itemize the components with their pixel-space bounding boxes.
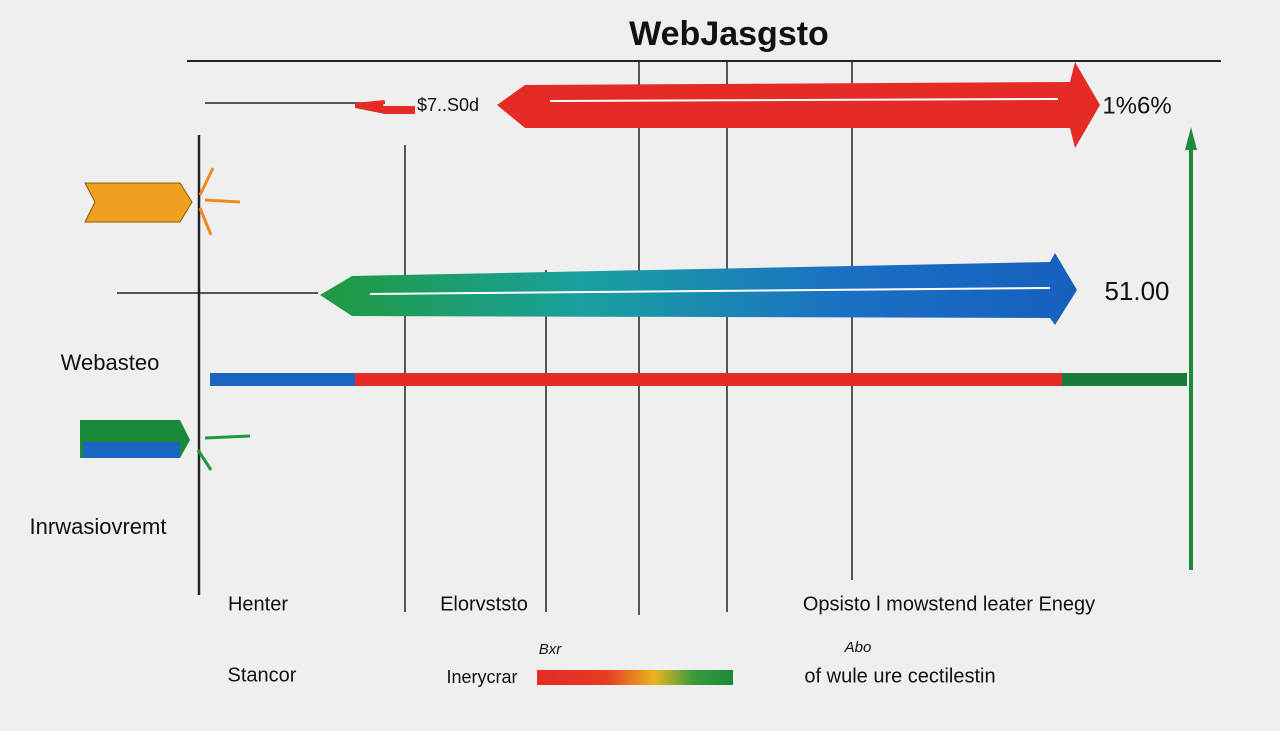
footer-label: Inerycrar: [446, 667, 517, 687]
footer-label: Stancor: [228, 664, 297, 686]
gradient-bar: [537, 670, 733, 685]
bar-segment: [355, 373, 1062, 386]
gradient-arrow: [320, 253, 1077, 325]
side-label: Inrwasiovremt: [30, 514, 167, 539]
bar-segment: [1062, 373, 1187, 386]
small-label: Abo: [844, 639, 872, 656]
blue-block: [83, 442, 180, 458]
value-label: $7..S0d: [417, 95, 479, 115]
bottom-label: Elorvststo: [440, 593, 528, 615]
bottom-label: Henter: [228, 593, 288, 615]
sparks: [198, 167, 241, 236]
sparks: [196, 434, 251, 471]
footer-label: of wule ure cectilestin: [804, 665, 995, 687]
bar-segment: [210, 373, 355, 386]
value-label: 1%6%: [1102, 92, 1171, 119]
small-arrow: [355, 100, 415, 114]
title: WebJasgsto: [629, 15, 829, 53]
bottom-label: Opsisto l mowstend leater Enegy: [803, 593, 1095, 615]
red-arrow: [497, 62, 1100, 148]
vertical-arrow-head: [1185, 127, 1197, 150]
orange-block: [84, 182, 193, 223]
value-label: 51.00: [1104, 276, 1169, 306]
arrow-highlight: [369, 287, 1051, 295]
small-label: Bxr: [539, 641, 563, 658]
guides: [117, 60, 1221, 615]
arrow-highlight: [549, 98, 1059, 102]
side-label: Webasteo: [61, 350, 160, 375]
